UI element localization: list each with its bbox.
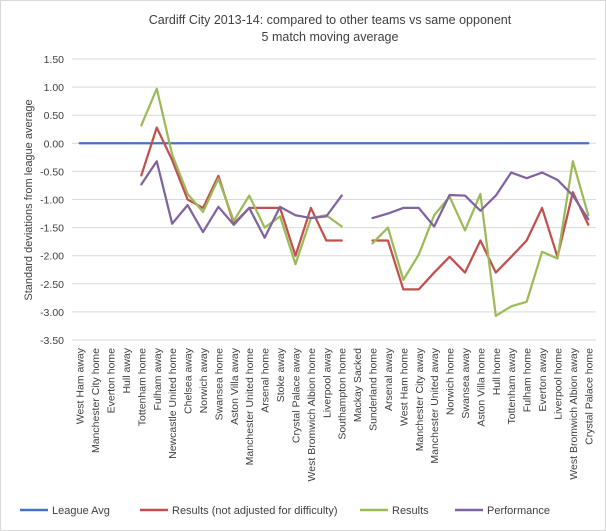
x-tick-label: Swansea home [213, 348, 225, 421]
y-tick-label: -2.50 [40, 279, 64, 291]
x-tick-label: Newcastle United home [167, 348, 179, 459]
x-tick-label: Southampton home [337, 348, 349, 440]
x-tick-label: Fulham home [522, 348, 534, 412]
x-tick-label: Tottenham away [506, 347, 518, 424]
x-tick-label: Arsenal away [383, 347, 395, 411]
x-tick-label: Manchester City away [414, 347, 426, 451]
x-axis-ticks: West Ham away Manchester City home Everton… [75, 347, 596, 481]
x-tick-label: Arsenal home [260, 348, 272, 413]
x-tick-label: Crystal Palace away [290, 347, 302, 443]
x-tick-label: Liverpool home [552, 348, 564, 420]
x-tick-label: Crystal Palace home [583, 348, 595, 445]
y-tick-label: -3.00 [40, 307, 64, 319]
series-line-3 [140, 160, 590, 239]
x-tick-label: Chelsea away [183, 347, 195, 414]
x-tick-label: West Ham away [75, 347, 87, 424]
y-tick-label: -3.50 [40, 335, 64, 347]
chart-title: Cardiff City 2013-14: compared to other … [149, 13, 512, 27]
legend: League Avg Results (not adjusted for diff… [20, 505, 550, 517]
x-tick-label: Norwich away [198, 347, 210, 413]
legend-label: Results [392, 505, 429, 517]
y-tick-label: 0.50 [44, 110, 65, 122]
x-tick-label: Manchester United away [429, 347, 441, 463]
x-tick-label: Aston Villa away [229, 347, 241, 425]
y-tick-label: -1.00 [40, 195, 64, 207]
legend-label: Performance [487, 505, 550, 517]
x-tick-label: Sunderland home [368, 348, 380, 431]
x-tick-label: Swansea away [460, 347, 472, 418]
y-tick-label: -2.00 [40, 251, 64, 263]
x-tick-label: Hull away [121, 347, 133, 393]
x-tick-label: Liverpool away [321, 347, 333, 418]
y-tick-label: 1.50 [44, 54, 65, 66]
x-tick-label: West Bromwich Albion away [568, 347, 580, 479]
y-tick-label: -1.50 [40, 223, 64, 235]
x-tick-label: Fulham away [152, 347, 164, 410]
series-line-2 [140, 87, 590, 317]
x-tick-label: West Ham home [398, 348, 410, 426]
x-tick-label: West Bromwich Albion home [306, 348, 318, 482]
gridlines [72, 58, 596, 341]
legend-label: Results (not adjusted for difficulty) [172, 505, 337, 517]
y-tick-label: 1.00 [44, 82, 65, 94]
y-tick-label: 0.00 [44, 138, 65, 150]
x-tick-label: Mackay Sacked [352, 348, 364, 422]
y-axis-ticks: 1.50 1.00 0.50 0.00 -0.50 -1.00 -1.50 -2.00 -2.5… [40, 54, 64, 347]
series-lines [78, 87, 590, 317]
x-tick-label: Everton away [537, 347, 549, 411]
legend-label: League Avg [52, 505, 110, 517]
x-tick-label: Hull home [491, 348, 503, 395]
x-tick-label: Tottenham home [136, 348, 148, 426]
x-tick-label: Manchester United home [244, 348, 256, 465]
x-tick-label: Everton home [106, 348, 118, 414]
x-tick-label: Stoke away [275, 347, 287, 402]
x-tick-label: Aston Villa home [475, 348, 487, 427]
x-tick-label: Manchester City home [90, 348, 102, 453]
y-axis-title: Standard deviations from league average [23, 99, 35, 300]
x-tick-label: Norwich home [445, 348, 457, 415]
chart-subtitle: 5 match moving average [262, 30, 399, 44]
y-tick-label: -0.50 [40, 166, 64, 178]
